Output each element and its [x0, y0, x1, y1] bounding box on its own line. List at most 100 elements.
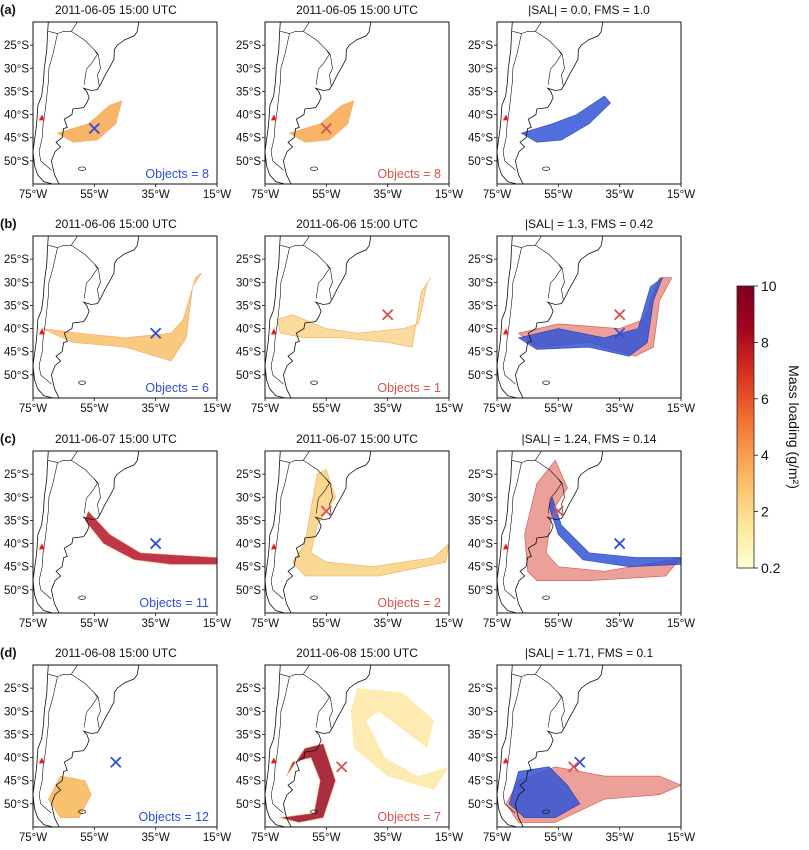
coastline	[497, 22, 604, 184]
country-border	[71, 22, 78, 32]
lon-tick-label: 55°W	[544, 618, 572, 630]
lat-tick-label: 25°S	[236, 40, 261, 52]
volcano-marker	[502, 114, 509, 121]
map-panel: |SAL| = 1.3, FMS = 0.42 25°S 30°S 35°S 40°S 4…	[468, 217, 695, 415]
lon-tick-label: 55°W	[312, 189, 340, 201]
lon-tick-label: 15°W	[667, 403, 695, 415]
lat-tick-label: 50°S	[468, 799, 493, 811]
lat-tick-label: 40°S	[468, 539, 493, 551]
lat-tick-label: 25°S	[4, 40, 29, 52]
country-border	[558, 49, 565, 86]
country-border	[326, 263, 333, 300]
falkland-islands	[310, 380, 318, 385]
center-of-mass-marker	[336, 761, 348, 773]
lon-tick-label: 75°W	[251, 189, 279, 201]
lon-tick-label: 55°W	[80, 618, 108, 630]
lon-tick-label: 75°W	[19, 189, 47, 201]
volcano-marker	[270, 114, 277, 121]
map-frame	[32, 450, 218, 614]
lat-tick-label: 35°S	[236, 86, 261, 98]
volcano-marker	[502, 543, 509, 550]
lon-tick-label: 75°W	[483, 403, 511, 415]
lat-tick-label: 50°S	[468, 585, 493, 597]
volcano-marker	[38, 543, 45, 550]
lon-tick-label: 55°W	[80, 403, 108, 415]
map-frame	[496, 450, 682, 614]
map-title: 2011-06-08 15:00 UTC	[55, 646, 177, 660]
lon-tick-label: 35°W	[374, 618, 402, 630]
center-of-mass-marker	[320, 505, 332, 517]
country-border	[48, 460, 98, 514]
lat-tick-label: 40°S	[236, 539, 261, 551]
map-frame	[32, 664, 218, 828]
lon-tick-label: 35°W	[142, 403, 170, 415]
lat-tick-label: 40°S	[236, 324, 261, 336]
ash-plume	[292, 469, 449, 577]
lat-tick-label: 45°S	[468, 133, 493, 145]
map-frame	[496, 235, 682, 399]
lat-tick-label: 45°S	[236, 347, 261, 359]
lat-tick-label: 25°S	[4, 469, 29, 481]
lat-tick-label: 30°S	[4, 706, 29, 718]
map-title: |SAL| = 0.0, FMS = 1.0	[528, 3, 650, 17]
falkland-islands	[310, 166, 318, 171]
volcano-marker	[502, 757, 509, 764]
country-border	[558, 692, 565, 729]
lat-tick-label: 30°S	[468, 63, 493, 75]
coastline	[33, 236, 140, 398]
map-frame	[496, 21, 682, 185]
center-of-mass-marker	[320, 122, 332, 135]
map-frame	[264, 450, 450, 614]
panel-letter: (c)	[0, 431, 16, 446]
map-title: 2011-06-05 15:00 UTC	[296, 3, 418, 17]
lat-tick-label: 30°S	[468, 492, 493, 504]
country-border	[94, 692, 101, 729]
country-border	[512, 674, 562, 728]
lon-tick-label: 75°W	[19, 618, 47, 630]
lat-tick-label: 30°S	[236, 277, 261, 289]
lon-tick-label: 55°W	[312, 832, 340, 844]
lon-tick-label: 35°W	[142, 618, 170, 630]
lon-tick-label: 75°W	[483, 618, 511, 630]
map-frame	[32, 21, 218, 185]
country-border	[38, 33, 58, 171]
colorbar-label: Mass loading (g/m²)	[786, 365, 802, 489]
falkland-islands	[542, 595, 550, 600]
colorbar-tick-label: 4	[761, 447, 769, 463]
ash-plume	[288, 100, 355, 143]
country-border	[280, 31, 330, 85]
map-panel: 2011-06-08 15:00 UTC 25°S 30°S 35°S 40°S 45°S…	[236, 646, 463, 844]
country-border	[558, 263, 565, 300]
center-of-mass-marker	[382, 309, 394, 321]
lat-tick-label: 40°S	[4, 110, 29, 122]
country-border	[94, 49, 101, 86]
observed-objects	[520, 95, 611, 143]
objects-count: Objects = 7	[377, 810, 441, 824]
objects-count: Objects = 12	[138, 810, 209, 824]
coastline	[497, 665, 604, 827]
falkland-islands	[78, 809, 86, 814]
lon-tick-label: 15°W	[203, 618, 231, 630]
coastline	[33, 451, 140, 613]
country-border	[502, 676, 522, 814]
country-border	[502, 247, 522, 385]
colorbar: 10 8 6 4 2 0.2 Mass loading (g/m²)	[736, 278, 802, 576]
center-of-mass-marker	[110, 756, 122, 768]
volcano-marker	[270, 757, 277, 764]
falkland-islands	[78, 166, 86, 171]
lat-tick-label: 35°S	[468, 515, 493, 527]
lat-tick-label: 45°S	[4, 133, 29, 145]
country-border	[48, 31, 98, 85]
objects-count: Objects = 8	[377, 167, 441, 181]
country-border	[38, 247, 58, 385]
coastline	[265, 22, 372, 184]
lat-tick-label: 40°S	[468, 110, 493, 122]
coastline	[497, 236, 604, 398]
lat-tick-label: 25°S	[236, 254, 261, 266]
lat-tick-label: 25°S	[4, 254, 29, 266]
country-border	[48, 674, 98, 728]
lat-tick-label: 50°S	[236, 370, 261, 382]
map-title: 2011-06-07 15:00 UTC	[296, 432, 418, 446]
lon-tick-label: 35°W	[606, 618, 634, 630]
lat-tick-label: 35°S	[468, 86, 493, 98]
